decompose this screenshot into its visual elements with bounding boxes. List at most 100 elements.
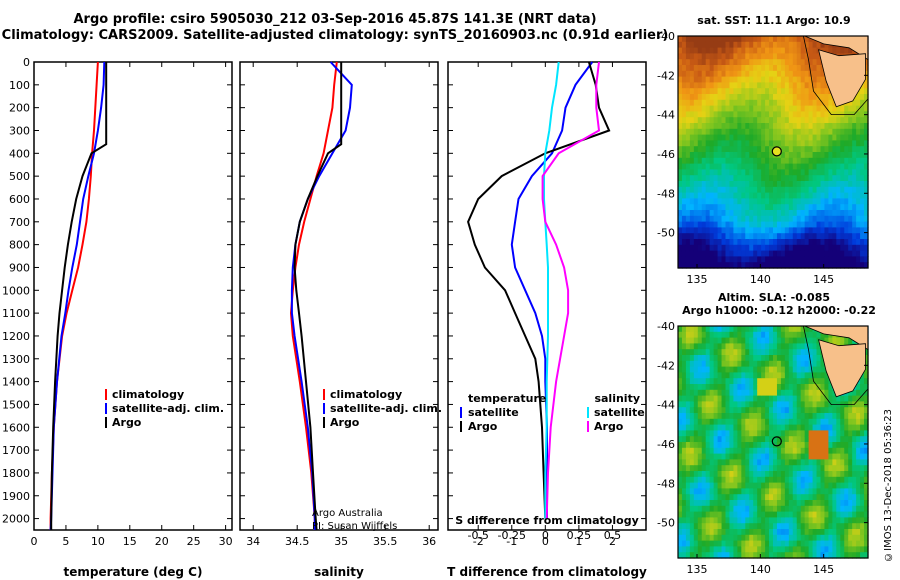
sst-map-cell [678, 99, 683, 107]
sla-map-cell [820, 534, 826, 542]
sst-map-cell [757, 123, 762, 130]
sst-map-cell [681, 123, 687, 130]
sla-map-cell [753, 389, 758, 397]
annotation-line1: Argo Australia [312, 508, 383, 519]
sla-map-cell [860, 389, 865, 397]
sla-map-cell [761, 476, 766, 484]
sst-map-cell [741, 181, 746, 188]
sst-map-cell [689, 204, 695, 211]
sst-map-cell [836, 105, 841, 112]
sst-map-cell [820, 117, 826, 124]
sst-map-cell [701, 163, 707, 170]
sst-map-cell [832, 210, 837, 217]
sla-map-cell [757, 511, 762, 518]
sst-map-cell [780, 123, 786, 130]
sla-map-cell [737, 366, 742, 373]
sla-map-cell [824, 476, 830, 484]
sla-map-cell [804, 494, 810, 501]
sst-map-cell [832, 123, 837, 130]
sla-map-cell [812, 337, 818, 344]
sst-map-cell [701, 181, 707, 188]
sst-map-cell [757, 41, 762, 49]
sst-map-cell [816, 227, 822, 234]
sst-map-cell [836, 221, 841, 228]
sla-map-cell [713, 360, 719, 368]
sla-map-cell [780, 413, 786, 420]
sla-map-cell [852, 407, 857, 414]
sla-map-cell [800, 465, 806, 472]
sla-map-cell [820, 488, 826, 495]
sla-map-cell [840, 418, 845, 426]
sst-map-cell [808, 244, 814, 252]
sst-map-cell [780, 134, 786, 141]
sst-map-cell [721, 192, 727, 199]
sst-map-cell [729, 111, 735, 118]
sla-map-cell [705, 430, 711, 437]
sla-map-cell [816, 355, 822, 362]
sla-map-cell [678, 488, 683, 495]
sst-map-cell [832, 134, 837, 141]
sst-map-cell [725, 123, 731, 130]
sla-map-cell [800, 488, 806, 495]
sst-map-cell [721, 105, 727, 112]
sst-map-cell [780, 204, 786, 211]
sla-map-cell [808, 517, 814, 524]
sst-map-cell [765, 99, 770, 107]
sla-map-cell [796, 360, 802, 368]
sst-map-cell [836, 146, 841, 153]
sla-map-cell [769, 407, 774, 414]
sla-map-cell [800, 360, 806, 368]
sst-map-cell [864, 221, 869, 228]
sst-map-cell [820, 181, 826, 188]
sst-map-cell [864, 94, 869, 101]
sla-map-cell [761, 471, 766, 478]
sst-map-cell [749, 181, 754, 188]
sla-map-cell [709, 546, 715, 553]
sst-map-cell [788, 123, 794, 130]
sla-map-cell [697, 494, 703, 501]
sst-map-cell [828, 244, 833, 252]
sst-map-cell [773, 227, 778, 234]
sla-map-cell [737, 476, 742, 484]
sst-map-cell [721, 134, 727, 141]
sla-map-cell [749, 349, 754, 356]
sst-map-cell [753, 94, 758, 101]
sla-map-cell [773, 337, 778, 344]
sst-map-cell [701, 250, 707, 257]
sla-map-cell [784, 494, 790, 501]
sla-map-cell [713, 366, 719, 373]
sst-map-cell [780, 186, 786, 194]
sla-map-cell [697, 552, 703, 559]
sst-map-cell [844, 250, 849, 257]
sst-map-cell [729, 192, 735, 199]
sla-map-cell [784, 540, 790, 547]
sst-map-cell [816, 250, 822, 257]
sst-map-cell [678, 140, 683, 147]
sla-map-cell [697, 529, 703, 536]
sla-map-cell [864, 488, 869, 495]
sla-map-cell [780, 465, 786, 472]
sst-map-cell [769, 65, 774, 72]
sst-map-cell [808, 250, 814, 257]
sst-map-cell [792, 256, 798, 263]
sst-map-cell [705, 70, 711, 78]
sla-map-cell [828, 413, 833, 420]
sst-map-cell [792, 88, 798, 95]
sla-map-cell [792, 500, 798, 507]
sla-map-cell [852, 447, 857, 455]
sla-map-cell [745, 442, 750, 449]
sla-map-cell [717, 523, 723, 530]
sla-map-cell [808, 482, 814, 489]
sst-map-cell [808, 123, 814, 130]
sla-map-cell [733, 534, 738, 542]
sla-map-cell [717, 366, 723, 373]
sla-map-cell [709, 523, 715, 530]
sst-map-cell [773, 250, 778, 257]
sla-map-cell [776, 459, 782, 466]
sla-map-cell [856, 459, 861, 466]
sla-map-cell [784, 488, 790, 495]
sst-map-cell [852, 128, 857, 136]
sst-map-cell [856, 169, 861, 176]
sla-map-cell [765, 465, 770, 472]
sst-map-cell [784, 250, 790, 257]
